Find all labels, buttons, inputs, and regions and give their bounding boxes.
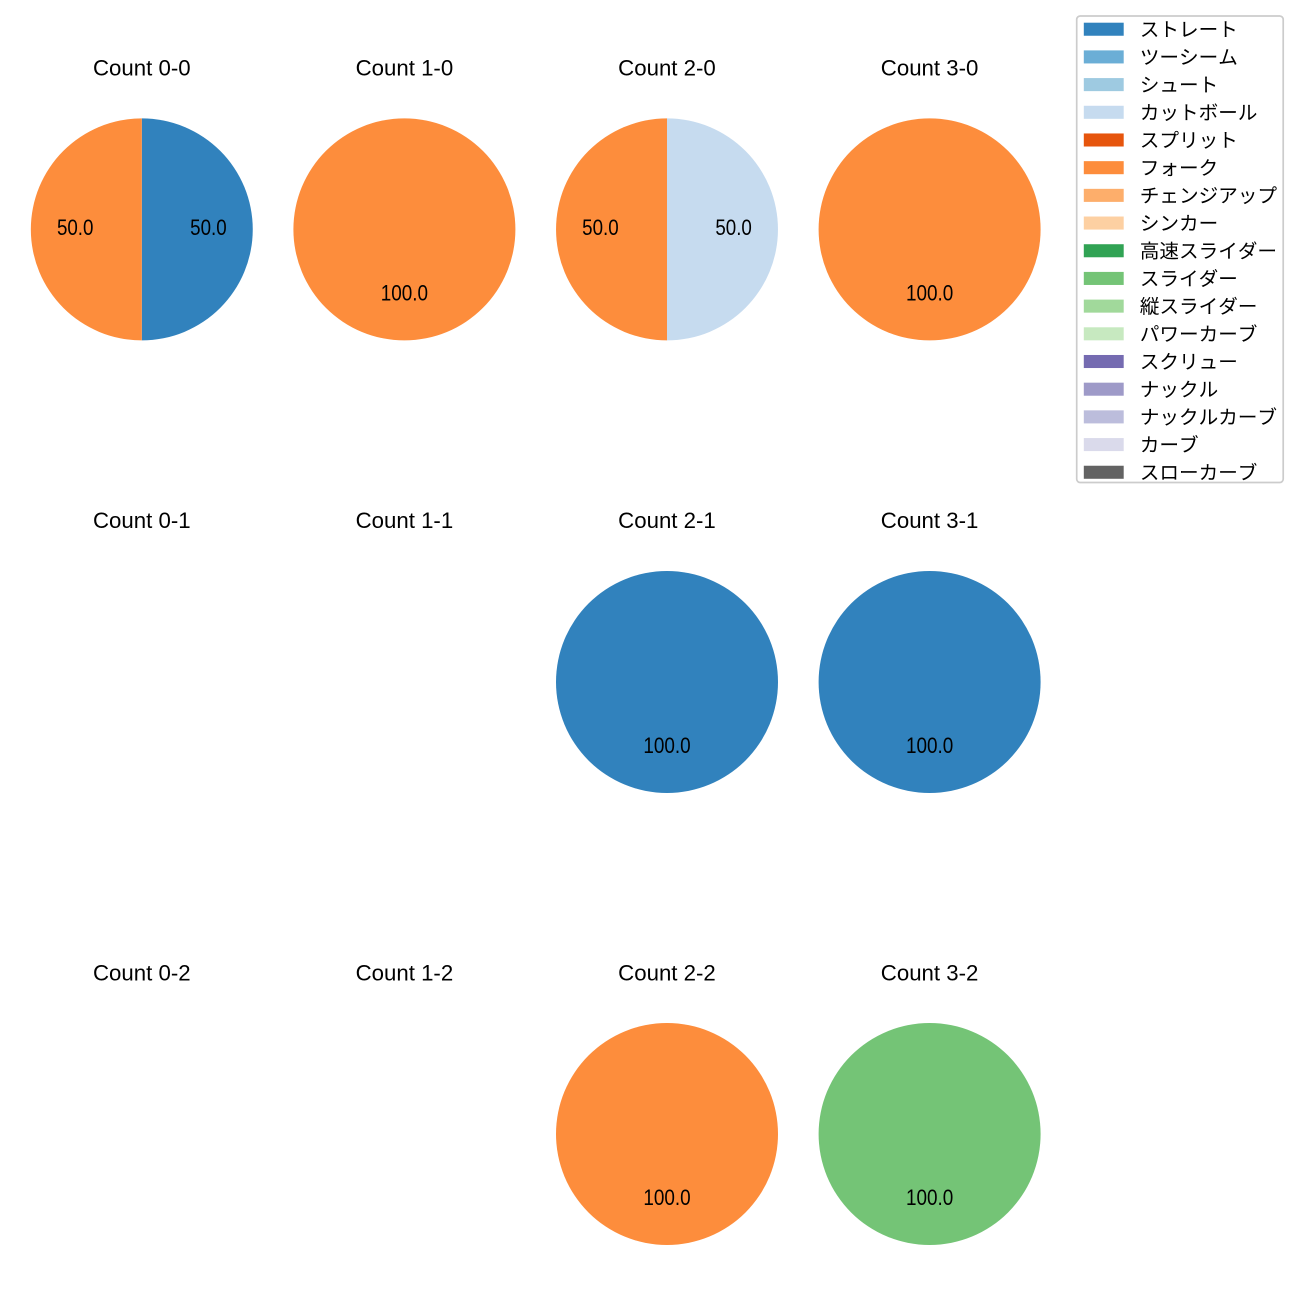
svg-text:Count 1-0: Count 1-0 — [356, 56, 454, 81]
svg-text:Count 3-0: Count 3-0 — [881, 56, 979, 81]
svg-text:50.0: 50.0 — [190, 215, 227, 240]
svg-text:50.0: 50.0 — [715, 215, 752, 240]
svg-text:100.0: 100.0 — [381, 280, 428, 305]
svg-text:100.0: 100.0 — [643, 733, 690, 758]
svg-text:100.0: 100.0 — [643, 1185, 690, 1210]
svg-text:Count 0-1: Count 0-1 — [93, 508, 191, 533]
svg-text:Count 1-2: Count 1-2 — [356, 961, 454, 986]
svg-text:Count 0-0: Count 0-0 — [93, 56, 191, 81]
svg-text:Count 3-1: Count 3-1 — [881, 508, 979, 533]
svg-text:Count 2-0: Count 2-0 — [618, 56, 716, 81]
svg-text:50.0: 50.0 — [57, 215, 94, 240]
svg-text:Count 1-1: Count 1-1 — [356, 508, 454, 533]
svg-text:100.0: 100.0 — [906, 733, 953, 758]
svg-text:50.0: 50.0 — [582, 215, 619, 240]
svg-text:Count 0-2: Count 0-2 — [93, 961, 191, 986]
svg-text:Count 3-2: Count 3-2 — [881, 961, 979, 986]
svg-text:Count 2-1: Count 2-1 — [618, 508, 716, 533]
svg-text:100.0: 100.0 — [906, 280, 953, 305]
svg-text:100.0: 100.0 — [906, 1185, 953, 1210]
svg-text:Count 2-2: Count 2-2 — [618, 961, 716, 986]
